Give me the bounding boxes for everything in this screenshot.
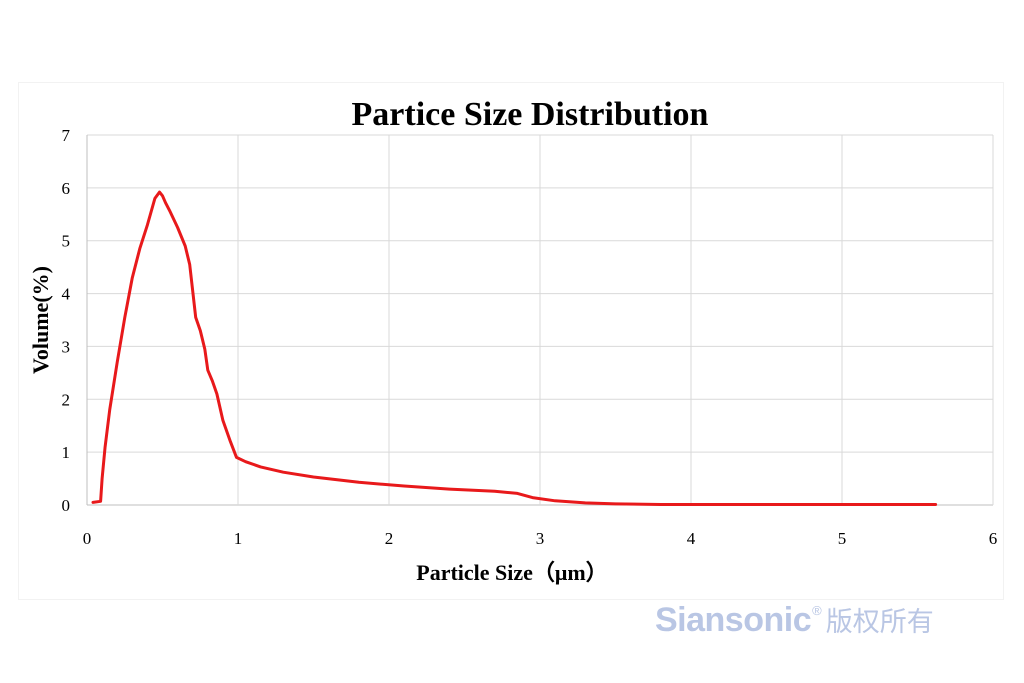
x-tick-label: 0 xyxy=(83,529,92,548)
y-axis-label: Volume(%) xyxy=(28,266,53,374)
y-tick-label: 4 xyxy=(62,285,71,304)
x-tick-label: 3 xyxy=(536,529,545,548)
y-tick-label: 5 xyxy=(62,232,71,251)
y-tick-label: 2 xyxy=(62,390,71,409)
x-tick-label: 4 xyxy=(687,529,696,548)
watermark-rights: 版权所有 xyxy=(825,607,934,638)
watermark-registered-mark: ® xyxy=(812,603,822,618)
chart-title: Partice Size Distribution xyxy=(352,96,709,133)
x-tick-label: 6 xyxy=(989,529,998,548)
siansonic-watermark: Siansonic ® 版权所有 xyxy=(655,600,934,640)
watermark-brand: Siansonic xyxy=(655,601,812,639)
x-axis-label: Particle Size（μm） xyxy=(416,560,607,585)
y-tick-label: 3 xyxy=(62,337,71,356)
x-tick-label: 2 xyxy=(385,529,394,548)
y-tick-label: 6 xyxy=(62,179,71,198)
y-tick-label: 0 xyxy=(62,496,71,515)
grid xyxy=(86,134,994,506)
x-tick-label: 1 xyxy=(234,529,243,548)
x-tick-label: 5 xyxy=(838,529,847,548)
y-tick-label: 1 xyxy=(62,443,71,462)
y-tick-label: 7 xyxy=(62,126,71,145)
chart-frame xyxy=(18,82,1004,600)
series-line-volume xyxy=(91,190,938,506)
tick-labels: 0 1 2 3 4 5 6 7 0 1 2 3 4 5 6 xyxy=(62,126,998,548)
